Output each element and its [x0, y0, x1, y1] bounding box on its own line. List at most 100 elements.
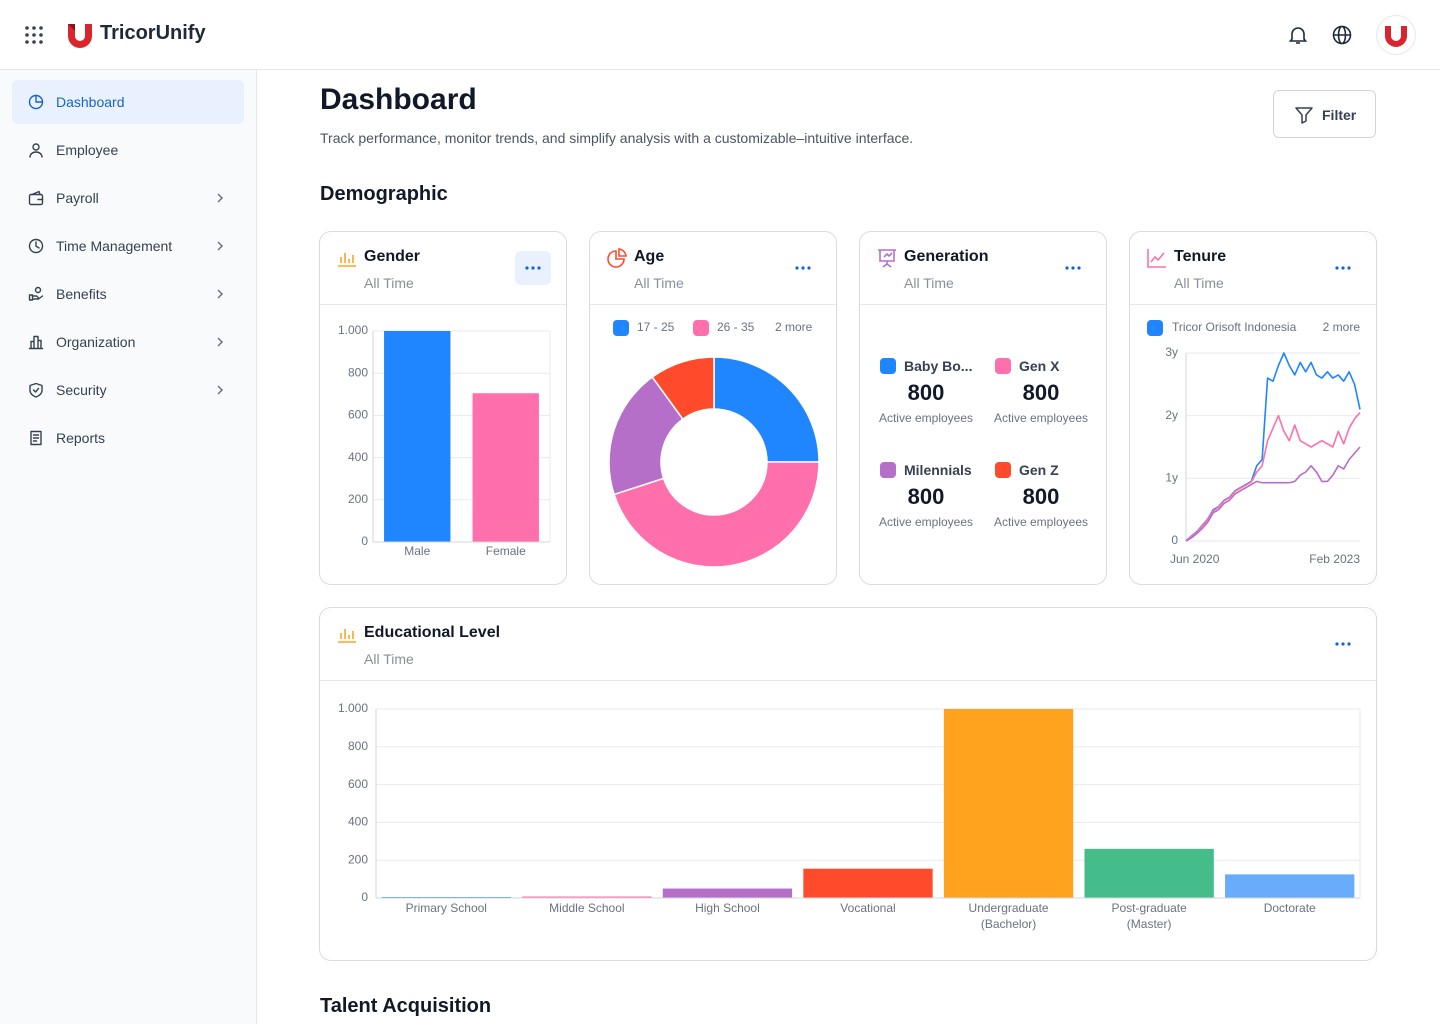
generation-caption: Active employees	[878, 411, 974, 425]
section-title: Talent Acquisition	[320, 995, 492, 1017]
legend-swatch	[995, 358, 1011, 374]
page-subtitle: Track performance, monitor trends, and s…	[320, 130, 914, 146]
x-tick-label: Primary School	[405, 901, 487, 915]
bar	[522, 896, 652, 898]
line-chart: 0 1y 2y 3y Jun 2020 Feb 2023 Tricor Orisoft In…	[1147, 320, 1361, 566]
x-tick-label: Middle School	[549, 901, 625, 915]
more-button[interactable]	[1055, 251, 1091, 285]
card-icon	[338, 629, 356, 643]
y-tick-label: 1.000	[338, 701, 368, 715]
y-tick-label: 3y	[1165, 345, 1178, 359]
y-tick-label: 0	[361, 890, 368, 904]
filter-icon	[1295, 107, 1313, 124]
generation-caption: Active employees	[878, 515, 974, 529]
generation-name: Gen Z	[1019, 462, 1059, 478]
y-tick-label: 2y	[1165, 408, 1178, 422]
filter-button[interactable]: Filter	[1273, 90, 1376, 138]
x-tick-label: Doctorate	[1263, 901, 1316, 915]
card-divider	[1130, 304, 1376, 305]
section-title: Demographic	[320, 183, 448, 205]
bar	[1225, 874, 1355, 898]
card-divider	[590, 304, 836, 305]
y-tick-label: 1.000	[338, 323, 368, 337]
y-tick-label: 0	[361, 534, 368, 548]
line-series	[1185, 352, 1361, 542]
bar	[384, 331, 451, 542]
generation-value: 800	[1022, 484, 1060, 509]
generation-name: Milennials	[904, 462, 972, 478]
nav-icon	[30, 430, 42, 446]
y-tick-label: 400	[348, 450, 368, 464]
pie-slice	[713, 356, 820, 463]
card-divider	[860, 304, 1106, 305]
generation-name: Baby Bo...	[904, 358, 973, 374]
nav-icon	[29, 143, 43, 158]
legend-more: 2 more	[775, 320, 813, 334]
card-subtitle: All Time	[364, 275, 414, 291]
generation-value: 800	[907, 380, 945, 405]
more-icon	[795, 266, 811, 270]
pie-slice	[651, 356, 715, 421]
nav-item[interactable]: Employee	[12, 128, 244, 172]
pie-slice	[613, 461, 820, 568]
nav-item[interactable]: Dashboard	[12, 80, 244, 124]
avatar[interactable]	[1376, 15, 1416, 55]
nav-item[interactable]: Payroll	[12, 176, 244, 220]
legend-more: 2 more	[1323, 320, 1361, 334]
nav-icon	[28, 238, 44, 254]
legend-swatch	[693, 320, 709, 336]
more-button[interactable]	[515, 251, 551, 285]
gender-card: Gender All Time 0 200 400 600 800 1.000 Male Fe…	[319, 231, 567, 585]
nav-icon	[28, 190, 44, 206]
nav-label: Security	[56, 382, 107, 398]
donut-chart: 17 - 25 26 - 35 2 more	[608, 320, 820, 568]
top-bar: TricorUnify	[0, 0, 1440, 70]
x-tick-label: Male	[404, 544, 431, 558]
y-tick-label: 0	[1171, 533, 1178, 547]
bar	[472, 393, 539, 542]
nav-item[interactable]: Benefits	[12, 272, 244, 316]
nav-label: Reports	[56, 430, 106, 446]
chevron-icon	[217, 337, 224, 347]
nav-icon	[28, 335, 44, 350]
more-button[interactable]	[1325, 251, 1361, 285]
nav-item[interactable]: Organization	[12, 320, 244, 364]
y-tick-label: 800	[348, 365, 368, 379]
card-title: Generation	[904, 248, 989, 265]
bar	[803, 868, 933, 898]
nav-icon	[29, 382, 43, 398]
page-title: Dashboard	[320, 83, 477, 116]
more-button[interactable]	[1325, 627, 1361, 661]
x-tick-label: High School	[695, 901, 760, 915]
card-icon	[878, 249, 896, 268]
nav-item[interactable]: Security	[12, 368, 244, 412]
bar	[662, 888, 793, 898]
line-series	[1185, 446, 1361, 542]
nav-item[interactable]: Time Management	[12, 224, 244, 268]
generation-name: Gen X	[1019, 358, 1060, 374]
filter-label: Filter	[1322, 107, 1357, 123]
y-tick-label: 800	[348, 739, 368, 753]
x-tick-label: Feb 2023	[1309, 552, 1360, 566]
card-title: Age	[634, 248, 665, 265]
card-icon	[1147, 249, 1166, 268]
nav-label: Employee	[56, 142, 119, 158]
generation-caption: Active employees	[993, 515, 1089, 529]
bar	[943, 709, 1074, 898]
chevron-icon	[217, 289, 224, 299]
card-title: Educational Level	[364, 624, 501, 641]
pie-slice	[608, 376, 684, 496]
more-button[interactable]	[785, 251, 821, 285]
legend-label: 17 - 25	[637, 320, 675, 334]
more-icon	[1335, 642, 1351, 646]
logo	[68, 24, 92, 48]
card-subtitle: All Time	[904, 275, 954, 291]
notification-icon[interactable]	[1288, 25, 1308, 45]
chevron-icon	[217, 241, 224, 251]
nav-item[interactable]: Reports	[12, 416, 244, 460]
bar-chart: 0 200 400 600 800 1.000	[338, 701, 1361, 904]
card-icon	[338, 253, 356, 267]
apps-icon[interactable]	[25, 26, 43, 44]
language-icon[interactable]	[1332, 25, 1352, 45]
